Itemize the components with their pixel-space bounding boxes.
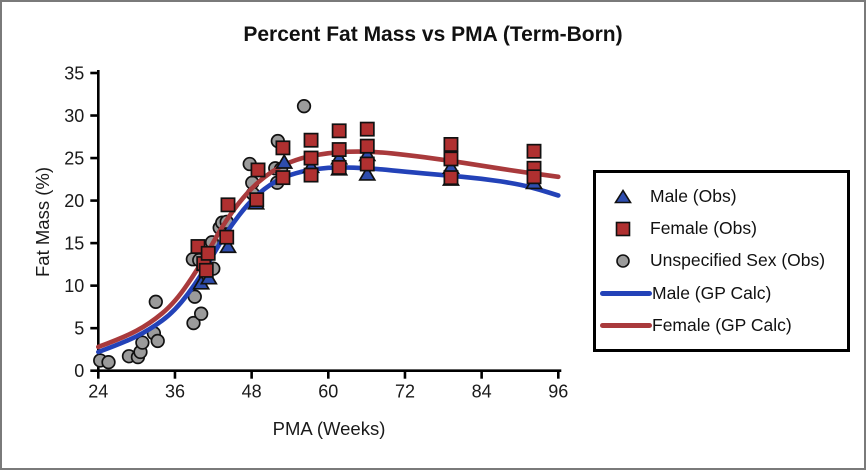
x-tick-label: 96 <box>548 382 568 402</box>
y-tick-label: 25 <box>64 149 84 169</box>
data-point-square <box>198 262 214 278</box>
y-tick-label: 5 <box>74 319 84 339</box>
data-point-square <box>249 192 265 208</box>
y-tick-label: 35 <box>64 64 84 84</box>
y-tick-label: 20 <box>64 191 84 211</box>
data-point-square <box>303 167 319 183</box>
data-point-square <box>359 121 375 137</box>
y-tick-label: 0 <box>74 361 84 381</box>
data-point-circle <box>135 335 150 350</box>
red-line-swatch-icon <box>596 322 652 329</box>
data-point-square <box>303 132 319 148</box>
data-point-square <box>303 150 319 166</box>
data-point-circle <box>296 99 312 114</box>
data-point-square <box>275 170 291 186</box>
y-tick-label: 15 <box>64 234 84 254</box>
legend-item-female-obs: Female (Obs) <box>596 218 847 239</box>
x-tick-label: 24 <box>88 382 108 402</box>
data-point-circle <box>101 355 116 370</box>
gp-curve <box>96 165 561 355</box>
data-point-square <box>220 197 236 213</box>
y-tick-label: 10 <box>64 276 84 296</box>
data-point-square <box>359 138 375 154</box>
triangle-marker-icon <box>596 189 650 204</box>
y-tick-label: 30 <box>64 106 84 126</box>
blue-line-swatch-icon <box>596 290 652 297</box>
data-point-square <box>275 140 291 156</box>
legend-label: Unspecified Sex (Obs) <box>650 250 826 271</box>
legend-item-male-gp: Male (GP Calc) <box>596 283 847 304</box>
x-tick-label: 72 <box>395 382 415 402</box>
data-point-square <box>331 159 347 175</box>
x-tick-label: 36 <box>165 382 185 402</box>
legend-item-female-gp: Female (GP Calc) <box>596 315 847 336</box>
data-point-circle <box>194 306 209 321</box>
axis-lines <box>97 70 562 372</box>
data-point-circle <box>148 294 163 309</box>
x-tick-label: 84 <box>472 382 492 402</box>
data-point-triangle <box>358 165 377 181</box>
data-point-square <box>250 162 266 178</box>
x-axis-label: PMA (Weeks) <box>272 418 386 439</box>
data-point-square <box>200 245 216 261</box>
data-point-square <box>526 143 542 159</box>
square-marker-icon <box>596 221 650 237</box>
legend-label: Female (Obs) <box>650 218 757 239</box>
data-point-triangle <box>219 237 237 254</box>
legend-box: Male (Obs) Female (Obs) Unspecified Sex … <box>593 170 850 352</box>
x-tick-label: 60 <box>318 382 338 402</box>
data-point-square <box>443 151 459 167</box>
circle-marker-icon <box>596 253 650 269</box>
chart-title: Percent Fat Mass vs PMA (Term-Born) <box>243 23 623 46</box>
data-point-square <box>359 156 375 172</box>
data-point-square <box>443 136 459 152</box>
data-point-circle <box>186 315 201 331</box>
legend-label: Female (GP Calc) <box>652 314 792 335</box>
data-point-square <box>331 123 347 139</box>
legend-item-unspecified-obs: Unspecified Sex (Obs) <box>596 250 847 271</box>
legend-label: Male (Obs) <box>650 186 737 207</box>
legend-item-male-obs: Male (Obs) <box>596 186 847 207</box>
data-point-circle <box>150 333 165 349</box>
x-tick-label: 48 <box>242 382 262 402</box>
data-point-square <box>331 142 347 158</box>
y-axis-label: Fat Mass (%) <box>32 167 53 277</box>
legend-label: Male (GP Calc) <box>652 282 772 303</box>
data-point-square <box>443 170 459 186</box>
data-point-triangle <box>275 153 294 169</box>
data-point-square <box>526 169 542 185</box>
data-point-square <box>219 229 235 245</box>
